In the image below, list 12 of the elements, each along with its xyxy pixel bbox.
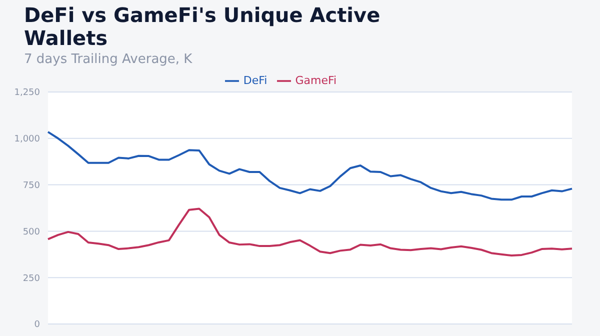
y-tick-label: 1,250 — [14, 88, 40, 98]
legend-label: GameFi — [295, 74, 337, 88]
y-tick-label: 250 — [22, 274, 40, 284]
chart-title: DeFi vs GameFi's Unique Active Wallets — [24, 3, 382, 50]
line-series — [47, 130, 573, 201]
chart-subtitle: 7 days Trailing Average, K — [24, 52, 192, 67]
y-tick-label: 0 — [34, 320, 40, 330]
legend-label: DeFi — [243, 74, 268, 88]
y-tick-label: 750 — [22, 180, 40, 191]
y-tick-label: 500 — [22, 227, 40, 238]
line-series — [47, 208, 573, 257]
y-tick-label: 1,000 — [14, 134, 40, 145]
